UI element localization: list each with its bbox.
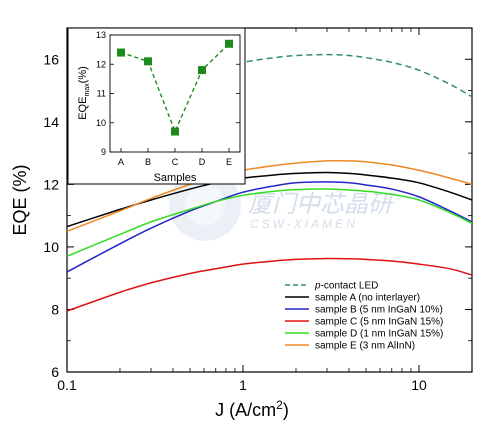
inset-y-axis-title: EQEmax(%) <box>77 66 91 120</box>
inset-x-tick-label: C <box>172 157 179 167</box>
inset-y-tick-label: 9 <box>101 147 106 157</box>
series-line-4 <box>66 188 473 257</box>
x-tick-label: 10 <box>411 377 427 393</box>
inset-y-title-main: EQE <box>77 97 89 120</box>
inset-axis-ticks: 9 10 11 12 13 A B C D E <box>96 30 240 167</box>
inset-background <box>67 27 246 185</box>
inset-y-tick-label: 11 <box>97 89 106 99</box>
series-line-3 <box>66 257 473 312</box>
series-line-5 <box>66 159 473 232</box>
inset-marker <box>117 48 125 57</box>
inset-marker <box>171 127 179 136</box>
inset-y-title-unit: (%) <box>77 66 89 83</box>
y-tick-label: 6 <box>51 364 59 380</box>
inset-marker <box>198 66 206 75</box>
y-axis-title: EQE (%) <box>10 164 30 235</box>
inset-chart: 9 10 11 12 13 A B C D E Samples EQEmax(%) <box>67 27 246 185</box>
inset-y-tick-label: 10 <box>96 118 106 128</box>
x-axis-title-main: J (A/cm <box>215 400 276 420</box>
inset-y-tick-label: 12 <box>96 59 106 69</box>
y-tick-label: 8 <box>51 301 59 317</box>
y-tick-label: 14 <box>43 114 59 130</box>
y-tick-label: 12 <box>43 176 59 192</box>
watermark: 厦门中芯晶研 CSW-XIAMEN <box>169 169 396 241</box>
inset-x-tick-label: A <box>118 157 124 167</box>
legend-label: sample C (5 nm InGaN 15%) <box>315 317 443 328</box>
inset-line <box>120 43 230 134</box>
legend-label: p-contact LED <box>314 281 378 292</box>
x-tick-label: 0.1 <box>57 377 77 393</box>
inset-x-tick-label: B <box>145 157 151 167</box>
x-axis-title: J (A/cm2) <box>215 398 289 420</box>
legend-label: sample D (1 nm InGaN 15%) <box>315 329 443 340</box>
inset-y-title-sub: max <box>84 83 91 97</box>
series-line-2 <box>66 181 473 273</box>
x-axis-title-sup: 2 <box>276 398 283 412</box>
inset-y-tick-label: 13 <box>96 30 106 40</box>
legend-label-prefix: p <box>314 281 321 292</box>
y-tick-label: 10 <box>43 239 59 255</box>
watermark-cn: 厦门中芯晶研 <box>248 191 396 218</box>
inset-x-tick-label: D <box>199 157 206 167</box>
legend-label: sample E (3 nm AlInN) <box>315 341 415 352</box>
inset-series <box>117 39 233 136</box>
legend-label: sample A (no interlayer) <box>315 293 420 304</box>
inset-x-axis-title: Samples <box>154 172 197 184</box>
series-line-1 <box>66 171 473 228</box>
legend-label-rest: -contact LED <box>321 281 379 292</box>
y-tick-label: 16 <box>43 51 59 67</box>
x-axis-title-end: ) <box>283 400 289 420</box>
legend-label: sample B (5 nm InGaN 10%) <box>315 305 443 316</box>
inset-x-tick-label: E <box>226 157 232 167</box>
x-tick-label: 1 <box>239 377 247 393</box>
watermark-en: CSW-XIAMEN <box>250 217 358 231</box>
inset-marker <box>225 39 233 48</box>
inset-marker <box>144 57 152 66</box>
